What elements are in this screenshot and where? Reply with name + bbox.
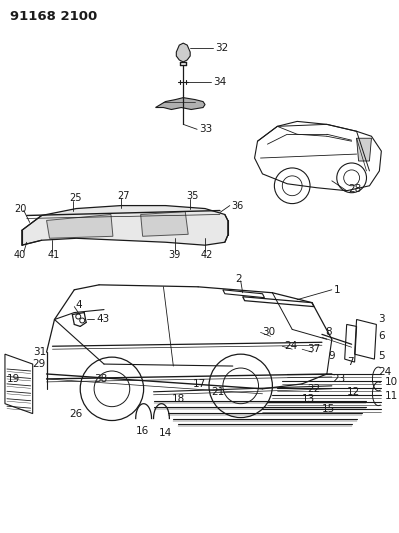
Text: 31: 31 (33, 347, 46, 357)
Text: 37: 37 (307, 344, 320, 354)
Text: 13: 13 (302, 394, 315, 403)
Text: 91168 2100: 91168 2100 (10, 11, 97, 23)
Text: 25: 25 (69, 192, 82, 203)
Text: 2: 2 (235, 274, 241, 284)
Text: 22: 22 (307, 384, 320, 394)
Text: 32: 32 (215, 43, 228, 53)
Text: 40: 40 (14, 250, 26, 260)
Polygon shape (357, 138, 371, 161)
Text: 30: 30 (263, 327, 276, 337)
Text: 11: 11 (384, 391, 397, 401)
Text: 21: 21 (211, 387, 224, 397)
Text: 24: 24 (284, 341, 298, 351)
Polygon shape (156, 98, 205, 109)
Text: 27: 27 (117, 191, 129, 201)
Text: 17: 17 (193, 379, 206, 389)
Text: 29: 29 (33, 359, 46, 369)
Text: 28: 28 (349, 184, 362, 193)
Text: 43: 43 (96, 314, 109, 325)
Text: 8: 8 (325, 327, 332, 337)
Text: 42: 42 (200, 250, 212, 260)
Text: 7: 7 (347, 357, 353, 367)
Text: 3: 3 (378, 314, 385, 325)
Text: 5: 5 (378, 351, 385, 361)
Text: 35: 35 (186, 191, 199, 201)
Polygon shape (141, 212, 188, 236)
Polygon shape (176, 43, 190, 62)
Text: 14: 14 (158, 429, 172, 439)
Text: 9: 9 (329, 351, 336, 361)
Text: 18: 18 (171, 394, 185, 403)
Text: 19: 19 (7, 374, 20, 384)
Text: 10: 10 (384, 377, 397, 387)
Text: 4: 4 (75, 300, 82, 310)
Text: 16: 16 (136, 426, 149, 437)
Text: 23: 23 (332, 374, 345, 384)
Text: 38: 38 (94, 374, 107, 384)
Text: 12: 12 (347, 387, 360, 397)
Polygon shape (47, 214, 113, 238)
Text: 6: 6 (378, 332, 385, 341)
Text: 24: 24 (378, 367, 392, 377)
Text: 20: 20 (14, 204, 26, 214)
Text: 26: 26 (69, 409, 83, 418)
Text: 34: 34 (213, 77, 226, 87)
Text: 41: 41 (47, 250, 60, 260)
Text: 15: 15 (322, 403, 335, 414)
Text: 39: 39 (168, 250, 181, 260)
Text: 1: 1 (334, 285, 340, 295)
Text: 33: 33 (199, 124, 212, 134)
Polygon shape (22, 206, 228, 245)
Text: 36: 36 (232, 200, 244, 211)
